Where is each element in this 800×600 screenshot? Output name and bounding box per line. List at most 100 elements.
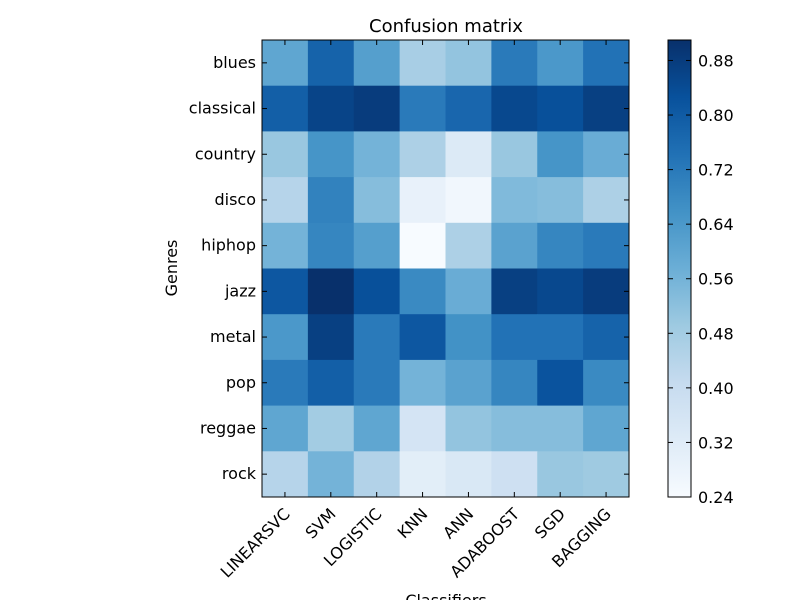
heatmap-cell [307, 405, 355, 452]
heatmap-cell [537, 314, 584, 361]
heatmap-cell [307, 359, 355, 406]
x-tick-label: SVM [302, 504, 340, 542]
y-tick-label: reggae [200, 418, 256, 437]
heatmap-cell [583, 314, 630, 361]
heatmap-cell [353, 451, 401, 498]
x-tick-label: KNN [394, 504, 432, 542]
heatmap-cell [399, 314, 446, 361]
y-tick-label: hiphop [201, 236, 256, 255]
heatmap-cell [445, 314, 492, 361]
heatmap-cell [307, 177, 355, 224]
colorbar-tick-label: 0.40 [698, 379, 734, 398]
heatmap-cell [399, 85, 446, 132]
heatmap-cell [583, 405, 630, 452]
heatmap-cell [353, 177, 401, 224]
heatmap-cell [353, 131, 401, 178]
colorbar [668, 40, 691, 497]
colorbar-tick-label: 0.80 [698, 106, 734, 125]
heatmap-cell [583, 177, 630, 224]
heatmap-cell [445, 40, 492, 87]
heatmap-cell [445, 405, 492, 452]
heatmap-cell [491, 177, 538, 224]
colorbar-tick-label: 0.24 [698, 488, 734, 507]
heatmap-cell [307, 268, 355, 315]
x-axis-label: Classifiers [405, 591, 486, 600]
heatmap-cell [537, 268, 584, 315]
x-tick-label: SGD [531, 504, 569, 542]
heatmap-cell [491, 405, 538, 452]
heatmap-cell [491, 85, 538, 132]
heatmap-cell [353, 314, 401, 361]
colorbar-frame [667, 39, 692, 498]
heatmap-cell [537, 405, 584, 452]
heatmap-cell [353, 40, 401, 87]
heatmap-cell [583, 85, 630, 132]
heatmap-cell [399, 268, 446, 315]
x-tick-label: ANN [439, 504, 477, 542]
heatmap-cell [445, 222, 492, 269]
heatmap-cell [307, 40, 355, 87]
heatmap-cell [491, 131, 538, 178]
heatmap-cell [445, 359, 492, 406]
y-tick-label: metal [210, 327, 256, 346]
colorbar-tick-label: 0.56 [698, 270, 734, 289]
heatmap-cell [262, 177, 309, 224]
colorbar-tick-label: 0.72 [698, 161, 734, 180]
heatmap-cell [537, 85, 584, 132]
heatmap-cell [353, 405, 401, 452]
heatmap-cell [353, 268, 401, 315]
heatmap-cell [491, 314, 538, 361]
heatmap-cell [262, 85, 309, 132]
heatmap-cell [445, 451, 492, 498]
heatmap-cell [445, 268, 492, 315]
y-tick-label: rock [222, 464, 257, 483]
heatmap-cell [445, 177, 492, 224]
heatmap-cell [583, 359, 630, 406]
heatmap-cell [262, 222, 309, 269]
heatmap-cell [583, 40, 630, 87]
heatmap-cell [262, 268, 309, 315]
heatmap-cell [262, 314, 309, 361]
heatmap-cell [491, 40, 538, 87]
colorbar-tick-label: 0.64 [698, 215, 734, 234]
plot-frame [261, 39, 630, 498]
heatmap-cell [399, 222, 446, 269]
colorbar-ticks: 0.24 0.32 0.40 0.48 0.56 0.64 0.72 0.80 0.88 [668, 51, 734, 507]
y-tick-label: disco [214, 190, 256, 209]
heatmap-cell [537, 451, 584, 498]
heatmap-cell [262, 131, 309, 178]
heatmap-cells [262, 40, 630, 498]
heatmap-cell [537, 40, 584, 87]
x-tick-label: LINEARSVC [217, 504, 294, 581]
heatmap-cell [537, 177, 584, 224]
y-axis-ticks: blues classical country disco hiphop jazz meta… [189, 53, 629, 483]
heatmap-cell [537, 222, 584, 269]
heatmap-cell [399, 40, 446, 87]
heatmap-cell [491, 268, 538, 315]
heatmap-cell [583, 268, 630, 315]
heatmap-cell [262, 40, 309, 87]
heatmap-cell [399, 405, 446, 452]
heatmap-cell [491, 359, 538, 406]
colorbar-tick-label: 0.48 [698, 324, 734, 343]
colorbar-tick-label: 0.32 [698, 433, 734, 452]
y-tick-label: jazz [224, 281, 256, 300]
heatmap-cell [262, 359, 309, 406]
heatmap-cell [307, 451, 355, 498]
heatmap-cell [445, 131, 492, 178]
heatmap-cell [307, 131, 355, 178]
heatmap-cell [399, 359, 446, 406]
heatmap-cell [583, 222, 630, 269]
y-tick-label: classical [189, 99, 256, 118]
heatmap-cell [399, 451, 446, 498]
heatmap-cell [262, 451, 309, 498]
heatmap-cell [307, 314, 355, 361]
heatmap-cell [307, 85, 355, 132]
heatmap-cell [583, 451, 630, 498]
y-tick-label: blues [213, 53, 256, 72]
y-tick-label: pop [226, 373, 256, 392]
heatmap-cell [583, 131, 630, 178]
heatmap-cell [399, 177, 446, 224]
heatmap-cell [307, 222, 355, 269]
